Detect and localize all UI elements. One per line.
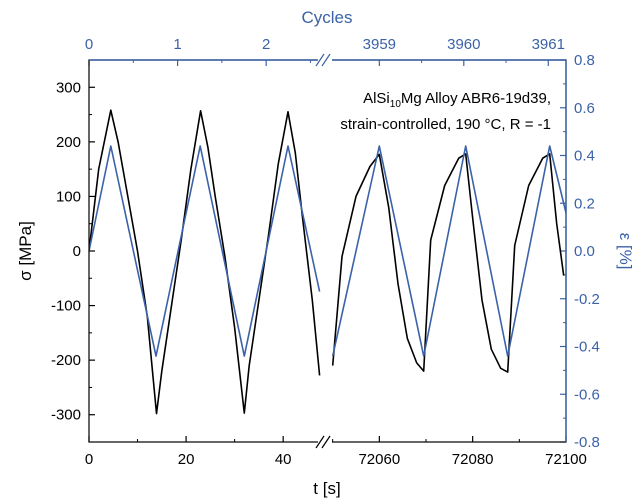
tick-label-layer: -300-200-1000100200300-0.8-0.6-0.4-0.20.…: [51, 36, 600, 468]
x-top-tick-label: 1: [173, 36, 181, 53]
y-left-tick-label: 300: [56, 79, 81, 96]
x-bottom-tick-label: 40: [275, 451, 292, 468]
axis-break-bottom: [315, 434, 332, 450]
y-left-tick-label: -300: [51, 407, 81, 424]
annotation-line-2: strain-controlled, 190 °C, R = -1: [340, 116, 551, 133]
strain-series-line: [331, 145, 566, 357]
x-bottom-tick-label: 20: [178, 451, 195, 468]
y-right-tick-label: -0.2: [574, 291, 600, 308]
series-layer: [89, 109, 566, 415]
y-right-tick-label: -0.6: [574, 386, 600, 403]
x-axis-top-label: Cycles: [301, 8, 352, 27]
y-axis-right-label: ε [%]: [616, 233, 635, 270]
y-right-tick-label: 0.8: [574, 52, 595, 69]
y-right-tick-label: 0.6: [574, 100, 595, 117]
y-right-tick-label: 0.4: [574, 148, 595, 165]
y-right-tick-label: -0.8: [574, 434, 600, 451]
y-left-tick-label: 100: [56, 188, 81, 205]
stress-series-line: [331, 153, 565, 373]
x-top-tick-label: 3959: [363, 36, 396, 53]
y-left-tick-label: -100: [51, 298, 81, 315]
y-right-tick-label: -0.4: [574, 339, 600, 356]
stress-series-line: [89, 109, 321, 415]
y-left-tick-label: 0: [73, 243, 81, 260]
x-top-tick-label: 2: [262, 36, 270, 53]
y-right-tick-label: 0.0: [574, 243, 595, 260]
annotation-subscript: 10: [390, 99, 402, 110]
x-bottom-tick-label: 72100: [545, 451, 587, 468]
annotation-line-1: AlSi10Mg Alloy ABR6-19d39,: [363, 90, 551, 110]
x-bottom-tick-label: 72080: [452, 451, 494, 468]
y-left-tick-label: 200: [56, 134, 81, 151]
y-right-tick-label: 0.2: [574, 195, 595, 212]
strain-series-line: [89, 145, 321, 357]
x-bottom-tick-label: 72060: [358, 451, 400, 468]
y-axis-left-label: σ [MPa]: [16, 221, 35, 281]
y-left-tick-label: -200: [51, 352, 81, 369]
annotation: AlSi10Mg Alloy ABR6-19d39, strain-contro…: [340, 90, 551, 133]
x-top-tick-label: 3961: [532, 36, 565, 53]
x-axis-bottom-label: t [s]: [313, 479, 340, 498]
x-top-tick-label: 3960: [447, 36, 480, 53]
x-top-tick-label: 0: [85, 36, 93, 53]
axis-break-top: [315, 52, 332, 68]
x-bottom-tick-label: 0: [85, 451, 93, 468]
